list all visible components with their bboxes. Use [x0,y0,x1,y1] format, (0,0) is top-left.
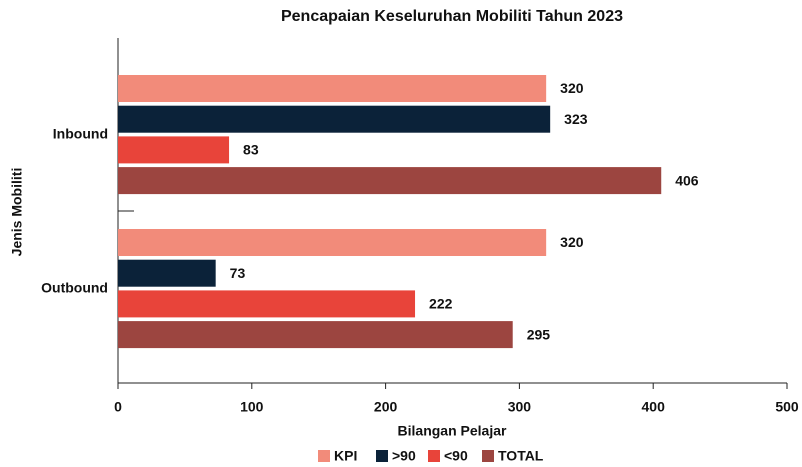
chart-title: Pencapaian Keseluruhan Mobiliti Tahun 20… [281,8,623,25]
bar [118,229,547,256]
data-label: 83 [243,142,259,158]
bar [118,75,547,102]
data-label: 323 [564,111,588,127]
data-label: 295 [527,326,551,342]
x-axis-label: Bilangan Pelajar [398,423,507,439]
x-tick-label: 100 [240,399,264,415]
y-axis-label: Jenis Mobiliti [9,168,25,257]
y-tick-label: Outbound [41,279,108,295]
legend-label: <90 [444,448,468,464]
data-label: 406 [675,172,699,188]
bar [118,290,416,318]
x-tick-label: 300 [508,399,532,415]
y-tick-label: Inbound [53,125,108,141]
bar [118,136,230,164]
data-label: 320 [560,80,584,96]
x-tick-label: 500 [775,399,799,415]
bar [118,259,216,287]
legend-label: >90 [392,448,416,464]
legend-label: KPI [334,448,357,464]
data-label: 222 [429,296,453,312]
bar [118,167,662,195]
legend-swatch [428,450,440,462]
x-tick-label: 400 [642,399,666,415]
data-label: 320 [560,234,584,250]
x-tick-label: 200 [374,399,398,415]
legend-swatch [376,450,388,462]
legend-label: TOTAL [498,448,544,464]
legend-swatch [318,450,330,462]
bar [118,105,551,133]
bar [118,321,513,349]
x-tick-label: 0 [114,399,122,415]
legend-swatch [482,450,494,462]
data-label: 73 [230,265,246,281]
